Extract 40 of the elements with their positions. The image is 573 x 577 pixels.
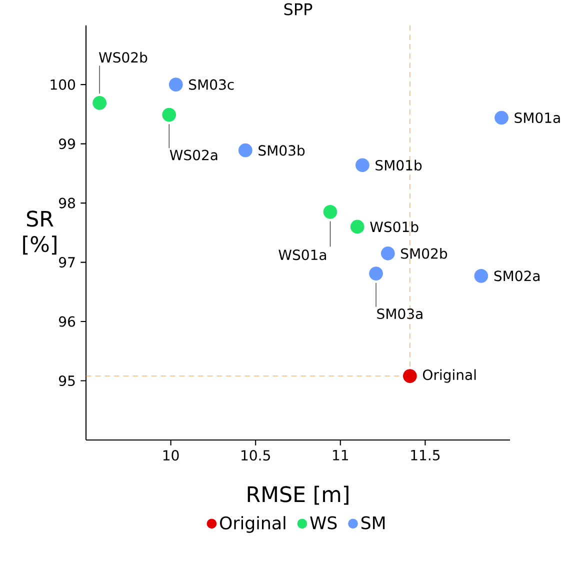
y-tick-label: 99 xyxy=(59,138,75,150)
point xyxy=(402,369,417,383)
annotation: WS01b xyxy=(370,221,418,232)
annotation: WS02b xyxy=(98,52,148,63)
annotation: SM02a xyxy=(494,270,540,282)
point xyxy=(350,220,364,234)
annotation: Original xyxy=(422,369,476,383)
x-tick-label: 11 xyxy=(333,450,348,460)
annotation: WS02a xyxy=(170,150,218,160)
point xyxy=(323,205,338,219)
y-tick-label: 97 xyxy=(59,256,75,268)
y-axis-title: SR [%] xyxy=(23,210,56,255)
legend-label: SM xyxy=(361,516,385,530)
x-axis-title: RMSE [m] xyxy=(248,486,348,505)
y-tick-label: 96 xyxy=(59,316,76,327)
annotation: SM02b xyxy=(401,248,448,259)
annotation: SM03c xyxy=(189,79,234,90)
annotation: SM03b xyxy=(258,144,305,156)
point xyxy=(238,143,252,158)
annotation: SM01b xyxy=(376,160,422,171)
point xyxy=(380,246,395,260)
annotation: SM03a xyxy=(377,308,422,320)
legend-label: WS xyxy=(310,516,337,530)
point xyxy=(162,108,176,122)
y-tick-label: 98 xyxy=(59,198,75,208)
x-tick-label: 10 xyxy=(163,450,179,461)
point xyxy=(92,96,107,110)
x-tick-label: 11.5 xyxy=(411,450,440,460)
legend-label: Original xyxy=(220,516,286,533)
point xyxy=(369,266,383,280)
point xyxy=(168,78,183,92)
point xyxy=(494,110,508,125)
annotation: SM01a xyxy=(514,112,560,124)
y-tick-label: 100 xyxy=(50,79,76,90)
x-tick-label: 10.5 xyxy=(242,450,270,461)
chart-title: SPP xyxy=(284,3,312,16)
point xyxy=(474,268,488,283)
annotation: WS01a xyxy=(278,250,326,260)
point xyxy=(356,158,370,172)
y-tick-label: 95 xyxy=(59,375,75,386)
